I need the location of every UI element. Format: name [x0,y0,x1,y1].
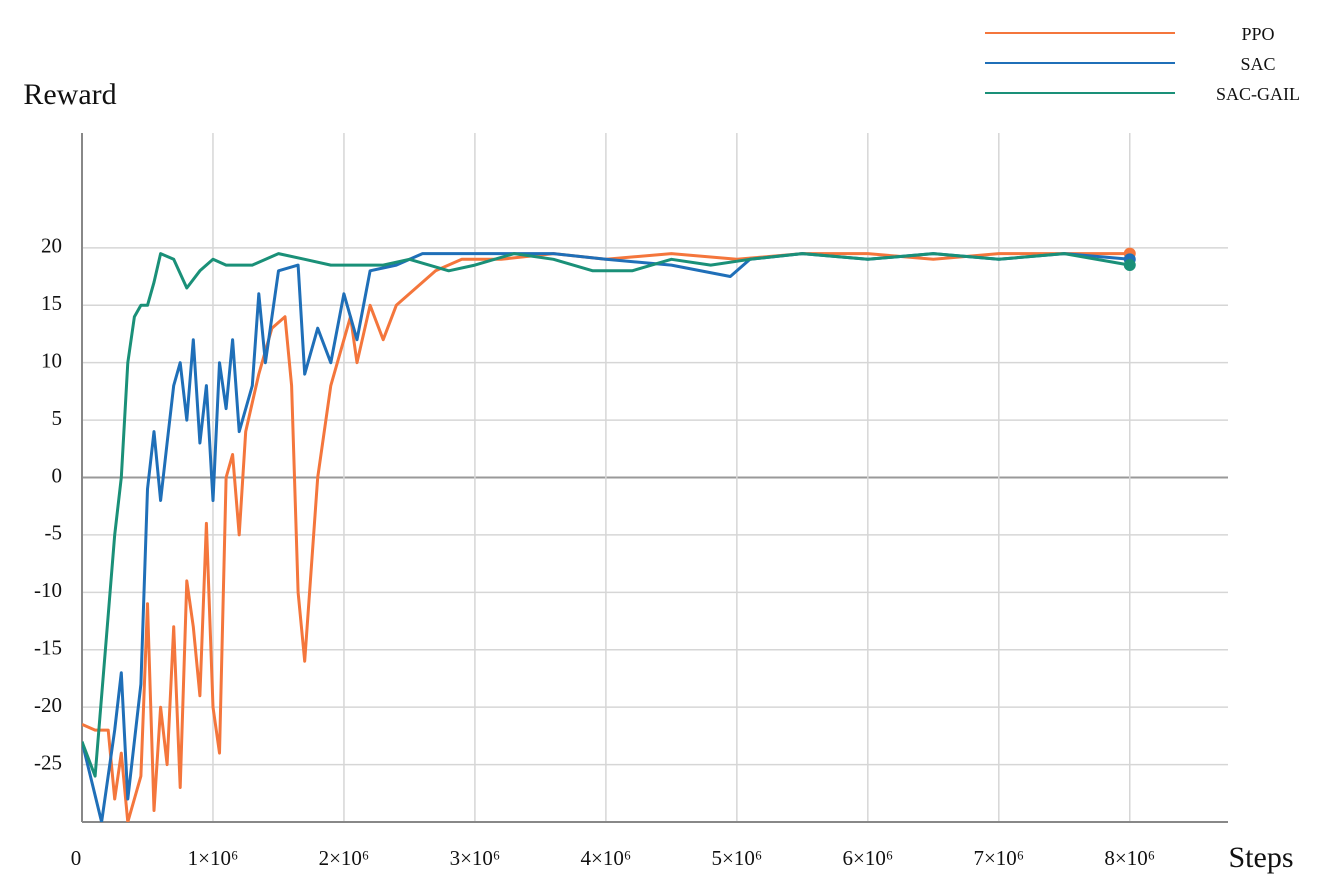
end-point [1123,259,1136,272]
plot-area [82,252,1131,822]
legend-label: SAC [1240,54,1275,74]
y-tick-label: 5 [52,406,63,430]
x-tick-label: 4×10⁶ [581,846,632,870]
y-tick-label: 0 [52,463,63,487]
y-tick-label: -15 [34,636,62,660]
y-axis-label: Reward [23,78,116,111]
y-tick-label: 15 [41,291,62,315]
x-tick-label: 5×10⁶ [712,846,763,870]
y-tick-label: -5 [45,521,63,545]
y-tick-label: 20 [41,234,62,258]
x-tick-label: 6×10⁶ [842,846,893,870]
x-tick-label: 3×10⁶ [450,846,501,870]
x-tick-label: 8×10⁶ [1104,846,1155,870]
x-axis-label: Steps [1228,841,1293,874]
x-tick-label: 2×10⁶ [319,846,370,870]
y-tick-label: -20 [34,693,62,717]
y-tick-label: -25 [34,750,62,774]
series-line [82,252,1130,822]
x-tick-label: 7×10⁶ [973,846,1024,870]
x-tick-label: 0 [71,846,82,870]
series-line [82,252,1131,778]
y-tick-label: -10 [34,578,62,602]
legend-label: SAC-GAIL [1216,84,1300,104]
x-tick-label: 1×10⁶ [188,846,239,870]
y-tick-label: 10 [41,348,62,372]
legend-label: PPO [1241,24,1274,44]
